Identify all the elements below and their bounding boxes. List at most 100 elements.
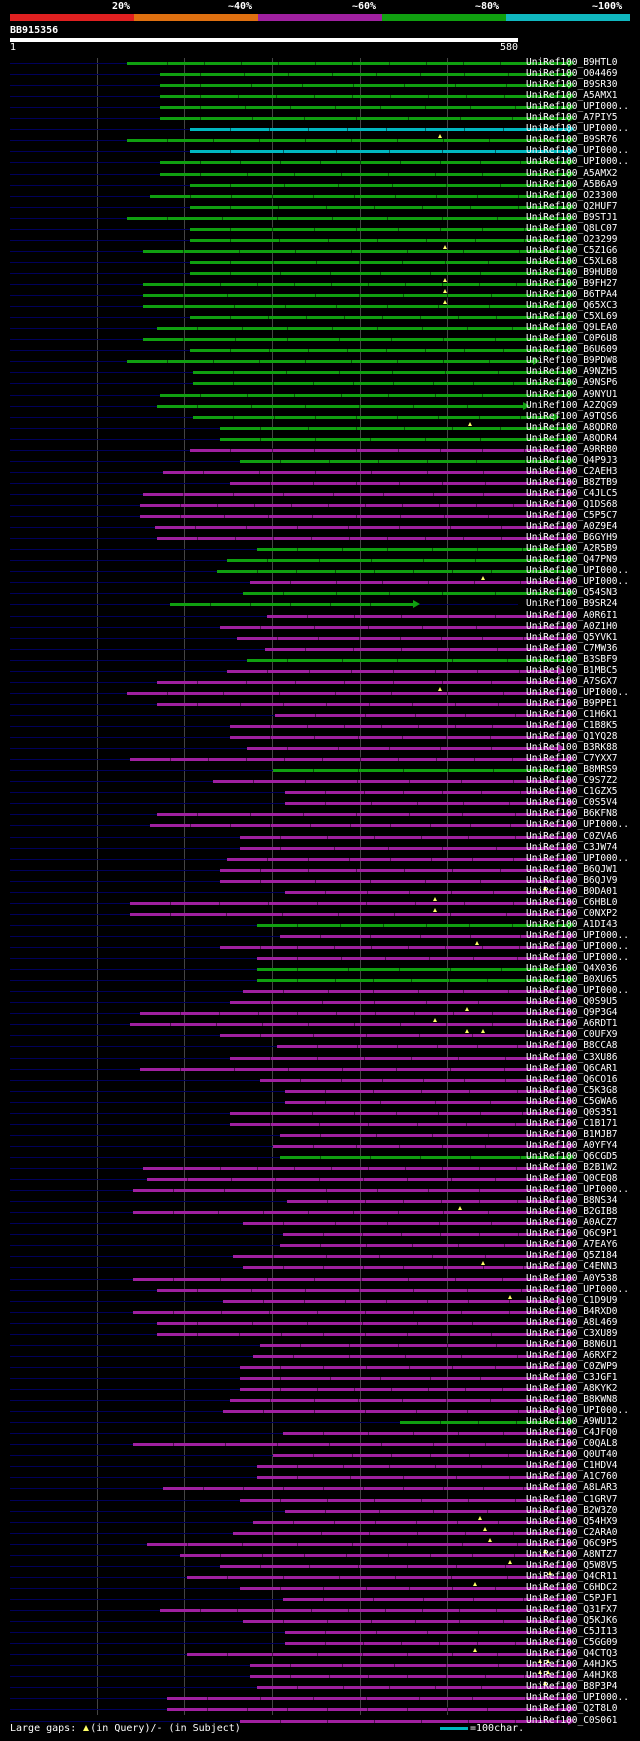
alignment-bar[interactable] [147, 1542, 569, 1546]
hit-label-link[interactable]: UniRef100_A9WU12 [526, 1416, 618, 1428]
alignment-bar[interactable] [285, 1100, 569, 1104]
alignment-bar[interactable] [240, 1498, 569, 1502]
alignment-bar[interactable] [143, 338, 569, 342]
hit-label-link[interactable]: UniRef100_B3SBF9 [526, 653, 618, 665]
hit-label-link[interactable]: UniRef100_C5XL68 [526, 255, 618, 267]
hit-label-link[interactable]: UniRef100_B9SR24 [526, 598, 618, 610]
hit-label-link[interactable]: UniRef100_UPI000.. [526, 123, 629, 135]
alignment-bar[interactable] [230, 1001, 569, 1005]
hit-label-link[interactable]: UniRef100_B9SR30 [526, 79, 618, 91]
hit-label-link[interactable]: UniRef100_A5AMX1 [526, 90, 618, 102]
hit-label-link[interactable]: UniRef100_A9RRB0 [526, 443, 618, 455]
alignment-bar[interactable] [257, 548, 569, 552]
hit-row[interactable]: UniRef100_A8QDR4 [10, 433, 640, 445]
alignment-bar[interactable] [143, 249, 569, 253]
hit-label-link[interactable]: UniRef100_A8KYK2 [526, 1383, 618, 1394]
alignment-bar[interactable] [233, 1531, 569, 1535]
alignment-bar[interactable] [140, 515, 569, 519]
hit-label-link[interactable]: UniRef100_A0Z9E4 [526, 521, 618, 533]
hit-label-link[interactable]: UniRef100_Q5KJK6 [526, 1615, 618, 1627]
alignment-bar[interactable] [143, 492, 569, 496]
hit-row[interactable]: UniRef100_C4JLC5 [10, 488, 640, 500]
alignment-bar[interactable] [240, 1586, 569, 1590]
hit-row[interactable]: UniRef100_A8QDR0 [10, 421, 640, 434]
alignment-bar[interactable] [233, 1255, 569, 1259]
hit-label-link[interactable]: UniRef100_C4ENN3 [526, 1261, 618, 1273]
hit-row[interactable]: UniRef100_C5XL68 [10, 255, 640, 268]
hit-row[interactable]: UniRef100_UPI000.. [10, 930, 640, 942]
alignment-bar[interactable] [267, 614, 569, 618]
hit-row[interactable]: UniRef100_Q5YVK1 [10, 632, 640, 644]
hit-row[interactable]: UniRef100_B1MBC5 [10, 665, 640, 677]
hit-label-link[interactable]: UniRef100_C1GZX5 [526, 786, 618, 798]
hit-label-link[interactable]: UniRef100_B8KWN8 [526, 1394, 618, 1406]
hit-row[interactable]: UniRef100_B4RXD0 [10, 1306, 640, 1318]
hit-label-link[interactable]: UniRef100_C5Z1G6 [526, 244, 618, 256]
alignment-bar[interactable] [190, 448, 569, 452]
alignment-bar[interactable] [230, 725, 569, 728]
hit-label-link[interactable]: UniRef100_A6RDT1 [526, 1018, 618, 1030]
alignment-bar[interactable] [280, 1155, 569, 1159]
hit-row[interactable]: UniRef100_A6RXF2 [10, 1350, 640, 1362]
hit-row[interactable]: UniRef100_UPI000.. [10, 1284, 640, 1296]
hit-label-link[interactable]: UniRef100_Q6C9P5 [526, 1537, 618, 1549]
alignment-bar[interactable] [160, 161, 569, 165]
hit-row[interactable]: UniRef100_Q4CTQ3 [10, 1648, 640, 1660]
hit-row[interactable]: UniRef100_A4HJK8 [10, 1670, 640, 1682]
hit-row[interactable]: UniRef100_C5JI13 [10, 1626, 640, 1638]
hit-row[interactable]: UniRef100_C5Z1G6 [10, 244, 640, 257]
alignment-bar[interactable] [277, 1045, 569, 1049]
hit-row[interactable]: UniRef100_Q9P3G4 [10, 1007, 640, 1019]
hit-label-link[interactable]: UniRef100_C2ARA0 [526, 1526, 618, 1538]
hit-row[interactable]: UniRef100_B0XU65 [10, 974, 640, 986]
hit-label-link[interactable]: UniRef100_Q0UT40 [526, 1449, 618, 1461]
alignment-bar[interactable] [285, 1509, 569, 1513]
alignment-bar[interactable] [160, 106, 569, 110]
hit-label-link[interactable]: UniRef100_B6QJV9 [526, 874, 618, 886]
hit-label-link[interactable]: UniRef100_Q4CTQ3 [526, 1648, 618, 1660]
hit-row[interactable]: UniRef100_UPI000.. [10, 1405, 640, 1417]
hit-label-link[interactable]: UniRef100_C3XU86 [526, 1051, 618, 1063]
alignment-bar[interactable] [220, 625, 569, 629]
hit-row[interactable]: UniRef100_A1C760 [10, 1471, 640, 1483]
hit-label-link[interactable]: UniRef100_A0ACZ7 [526, 1217, 618, 1229]
hit-label-link[interactable]: UniRef100_B9HUB0 [526, 266, 618, 278]
hit-row[interactable]: UniRef100_B9PDW8 [10, 355, 640, 367]
alignment-bar[interactable] [160, 73, 569, 77]
hit-label-link[interactable]: UniRef100_Q1DS68 [526, 499, 618, 510]
hit-label-link[interactable]: UniRef100_B9PDW8 [526, 355, 618, 367]
alignment-bar[interactable] [130, 901, 569, 905]
alignment-bar[interactable] [280, 934, 569, 938]
alignment-bar[interactable] [247, 658, 569, 662]
alignment-bar[interactable] [280, 1244, 569, 1248]
hit-label-link[interactable]: UniRef100_B8MRS9 [526, 764, 618, 776]
hit-label-link[interactable]: UniRef100_C7YXX7 [526, 753, 618, 765]
hit-label-link[interactable]: UniRef100_C0S061 [526, 1714, 618, 1726]
hit-row[interactable]: UniRef100_C0ZWP9 [10, 1361, 640, 1373]
hit-row[interactable]: UniRef100_Q1YQ28 [10, 731, 640, 743]
alignment-bar[interactable] [243, 592, 569, 596]
hit-row[interactable]: UniRef100_B9FH27 [10, 278, 640, 290]
hit-row[interactable]: UniRef100_Q4P9J3 [10, 455, 640, 467]
hit-row[interactable]: UniRef100_B3SBF9 [10, 653, 640, 666]
alignment-bar[interactable] [250, 1664, 569, 1668]
hit-label-link[interactable]: UniRef100_C1GRV7 [526, 1493, 618, 1505]
hit-label-link[interactable]: UniRef100_B0XU65 [526, 974, 618, 986]
hit-label-link[interactable]: UniRef100_Q9LEA0 [526, 322, 618, 334]
hit-label-link[interactable]: UniRef100_C3JW74 [526, 841, 618, 853]
alignment-bar[interactable] [243, 990, 569, 994]
hit-label-link[interactable]: UniRef100_B6GYH9 [526, 532, 618, 544]
hit-row[interactable]: UniRef100_Q47PN9 [10, 554, 640, 566]
hit-label-link[interactable]: UniRef100_UPI000.. [526, 565, 629, 577]
hit-label-link[interactable]: UniRef100_C0NXP2 [526, 907, 618, 919]
hit-row[interactable]: UniRef100_C3JW74 [10, 841, 640, 854]
hit-label-link[interactable]: UniRef100_Q5Z184 [526, 1250, 618, 1262]
hit-label-link[interactable]: UniRef100_A7SGX7 [526, 675, 618, 687]
hit-row[interactable]: UniRef100_C6HBL0 [10, 896, 640, 909]
alignment-bar[interactable] [287, 1200, 569, 1204]
hit-label-link[interactable]: UniRef100_Q4CR11 [526, 1570, 618, 1582]
hit-row[interactable]: UniRef100_A2ZQG9 [10, 400, 640, 412]
hit-row[interactable]: UniRef100_B3RK88 [10, 742, 640, 754]
alignment-bar[interactable] [257, 968, 569, 972]
alignment-bar[interactable] [127, 62, 569, 65]
